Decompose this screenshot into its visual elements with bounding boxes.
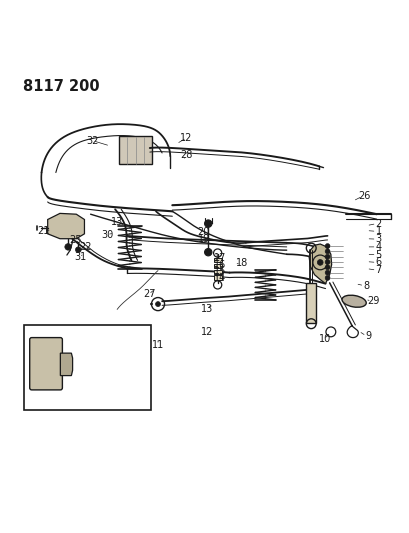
Text: 22: 22	[79, 242, 92, 252]
Circle shape	[324, 249, 329, 254]
Circle shape	[324, 270, 329, 275]
Text: 11: 11	[151, 340, 164, 350]
Text: 7: 7	[117, 361, 123, 372]
Text: 17: 17	[214, 253, 226, 263]
Polygon shape	[47, 213, 84, 239]
Text: 12: 12	[200, 327, 213, 337]
Text: 7: 7	[375, 265, 381, 275]
Text: 2: 2	[375, 219, 381, 229]
FancyBboxPatch shape	[213, 276, 222, 280]
Ellipse shape	[341, 295, 365, 307]
FancyBboxPatch shape	[213, 264, 222, 268]
Polygon shape	[60, 353, 72, 376]
Circle shape	[155, 302, 160, 306]
Circle shape	[324, 260, 329, 264]
Circle shape	[317, 260, 322, 265]
Text: 21: 21	[37, 226, 49, 236]
Bar	[24, 325, 151, 410]
Polygon shape	[119, 136, 151, 164]
Text: 12: 12	[180, 133, 192, 143]
Circle shape	[123, 354, 130, 360]
Text: 15: 15	[214, 266, 226, 277]
Text: 24: 24	[73, 377, 85, 387]
Text: 20: 20	[196, 227, 209, 237]
Text: 27: 27	[143, 289, 156, 300]
Text: 8: 8	[362, 281, 369, 290]
Text: 13: 13	[200, 304, 213, 314]
Text: 18: 18	[235, 258, 247, 268]
Text: 14: 14	[214, 273, 226, 283]
Text: 27: 27	[33, 372, 46, 382]
Text: 32: 32	[86, 135, 99, 146]
Text: 28: 28	[180, 150, 192, 160]
Circle shape	[324, 265, 329, 270]
Circle shape	[324, 254, 329, 259]
Circle shape	[204, 220, 211, 227]
Circle shape	[324, 244, 329, 248]
Text: 26: 26	[357, 191, 370, 201]
Text: 4: 4	[375, 242, 381, 252]
Text: 23: 23	[104, 354, 116, 365]
Text: 29: 29	[366, 296, 379, 306]
Text: 30: 30	[101, 230, 114, 240]
Text: 25: 25	[69, 235, 81, 245]
Polygon shape	[308, 244, 331, 284]
Circle shape	[43, 362, 49, 367]
Text: 3: 3	[375, 234, 381, 244]
Text: 10: 10	[319, 334, 331, 344]
Circle shape	[75, 247, 81, 253]
Text: 16: 16	[214, 260, 226, 270]
FancyBboxPatch shape	[213, 259, 222, 262]
Circle shape	[324, 276, 329, 280]
Text: 5: 5	[375, 249, 381, 260]
FancyBboxPatch shape	[213, 270, 222, 274]
Text: 19: 19	[198, 234, 210, 244]
Text: 1: 1	[375, 227, 381, 236]
Text: 8117 200: 8117 200	[23, 79, 99, 94]
FancyBboxPatch shape	[29, 337, 62, 390]
Text: 6: 6	[375, 257, 381, 268]
Circle shape	[65, 244, 71, 250]
Text: 13: 13	[111, 217, 123, 228]
Text: 9: 9	[364, 331, 371, 341]
Text: 31: 31	[74, 252, 86, 262]
FancyBboxPatch shape	[306, 283, 315, 323]
Circle shape	[204, 248, 211, 256]
